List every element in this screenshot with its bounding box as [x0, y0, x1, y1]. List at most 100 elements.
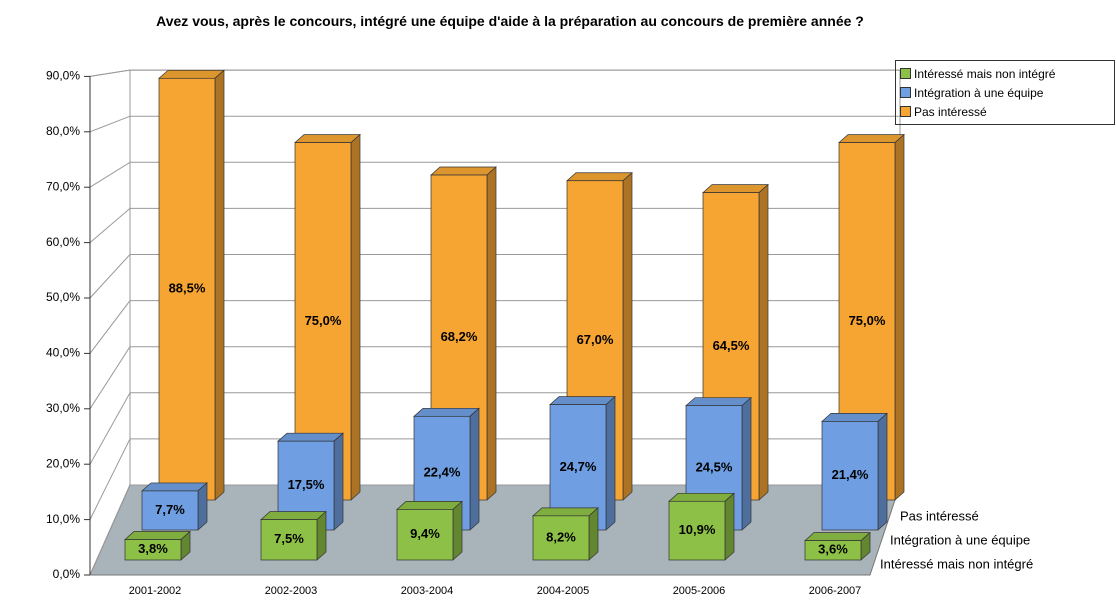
- value-label: 75,0%: [849, 313, 886, 328]
- y-tick-label: 10,0%: [46, 512, 80, 526]
- bar-side: [452, 500, 463, 561]
- bar: [396, 509, 454, 561]
- value-label: 3,8%: [138, 541, 168, 556]
- x-tick-label: 2005-2006: [673, 585, 726, 597]
- bar-side: [469, 407, 480, 531]
- legend-swatch: [900, 106, 911, 117]
- x-tick-label: 2003-2004: [401, 585, 454, 597]
- bar-top: [124, 531, 191, 540]
- bar-side: [605, 395, 616, 531]
- value-label: 10,9%: [679, 522, 716, 537]
- bar-top: [294, 134, 361, 143]
- bar-side: [486, 166, 497, 501]
- bar-top: [277, 432, 344, 442]
- bar-side: [588, 507, 599, 561]
- y-tick-label: 0,0%: [53, 567, 81, 581]
- bar-top: [260, 511, 327, 520]
- bar-top: [702, 184, 769, 194]
- value-label: 17,5%: [288, 477, 325, 492]
- y-tick-label: 30,0%: [46, 401, 80, 415]
- bar-top: [141, 482, 208, 492]
- y-tick-label: 20,0%: [46, 456, 80, 470]
- grid-line: [89, 346, 131, 410]
- grid-line: [89, 484, 131, 576]
- bar: [158, 77, 216, 501]
- value-label: 75,0%: [305, 313, 342, 328]
- grid-line: [89, 300, 131, 354]
- grid-line: [89, 208, 131, 243]
- y-tick-label: 80,0%: [46, 124, 80, 138]
- value-label: 7,5%: [274, 531, 304, 546]
- bar-side: [316, 510, 327, 561]
- back-wall: [129, 69, 901, 486]
- value-label: 67,0%: [577, 332, 614, 347]
- x-tick-label: 2004-2005: [537, 585, 590, 597]
- value-label: 22,4%: [424, 465, 461, 480]
- bar-side: [350, 133, 361, 501]
- bar-top: [158, 69, 225, 79]
- grid-line: [89, 254, 131, 299]
- bar: [804, 540, 862, 561]
- value-label: 88,5%: [169, 281, 206, 296]
- value-label: 7,7%: [155, 502, 185, 517]
- value-label: 24,7%: [560, 459, 597, 474]
- bar-top: [413, 407, 480, 417]
- bar-side: [724, 492, 735, 561]
- bar: [532, 515, 590, 561]
- bar-top: [532, 507, 599, 517]
- y-tick-label: 70,0%: [46, 179, 80, 193]
- bar-side: [877, 412, 888, 531]
- bar-top: [549, 396, 616, 405]
- bar: [124, 539, 182, 561]
- depth-label: Intégration à une équipe: [890, 532, 1030, 547]
- value-label: 21,4%: [832, 467, 869, 482]
- bar-side: [214, 69, 225, 501]
- bar-top: [668, 492, 735, 502]
- bar-top: [430, 166, 497, 176]
- depth-label: Intéressé mais non intégré: [880, 556, 1033, 571]
- bar-side: [741, 396, 752, 531]
- bar-side: [333, 432, 344, 531]
- y-tick-label: 40,0%: [46, 346, 80, 360]
- y-tick-label: 90,0%: [46, 69, 80, 83]
- bar-side: [622, 171, 633, 501]
- value-label: 8,2%: [546, 529, 576, 544]
- bar-side: [758, 183, 769, 501]
- legend-item: Intégration à une équipe: [900, 83, 1110, 102]
- grid-line: [89, 69, 131, 77]
- bar: [668, 500, 726, 561]
- legend-item: Intéressé mais non intégré: [900, 64, 1110, 83]
- grid-line: [89, 115, 131, 133]
- bar-top: [838, 134, 905, 143]
- bar-top: [396, 501, 463, 510]
- legend-label: Intégration à une équipe: [914, 85, 1044, 100]
- x-tick-label: 2006-2007: [809, 585, 862, 597]
- value-label: 3,6%: [818, 542, 848, 557]
- value-label: 68,2%: [441, 329, 478, 344]
- legend-label: Intéressé mais non intégré: [914, 66, 1056, 81]
- legend-item: Pas intéressé: [900, 102, 1110, 121]
- legend-swatch: [900, 87, 911, 98]
- bar: [260, 519, 318, 561]
- bar: [821, 421, 879, 531]
- bar-top: [804, 532, 871, 541]
- value-label: 24,5%: [696, 459, 733, 474]
- bar-top: [685, 397, 752, 407]
- grid-line: [89, 392, 131, 465]
- legend-swatch: [900, 68, 911, 79]
- chart-title: Avez vous, après le concours, intégré un…: [156, 13, 864, 29]
- grid-line: [89, 161, 131, 188]
- value-label: 64,5%: [713, 338, 750, 353]
- bar-side: [894, 133, 905, 501]
- x-tick-label: 2001-2002: [129, 585, 182, 597]
- y-tick-label: 60,0%: [46, 235, 80, 249]
- bar-top: [821, 413, 888, 422]
- depth-label: Pas intéressé: [900, 508, 979, 523]
- y-tick-label: 50,0%: [46, 290, 80, 304]
- legend: Intéressé mais non intégré Intégration à …: [895, 60, 1115, 125]
- value-label: 9,4%: [410, 526, 440, 541]
- bar: [141, 490, 199, 531]
- bar-side: [197, 482, 208, 531]
